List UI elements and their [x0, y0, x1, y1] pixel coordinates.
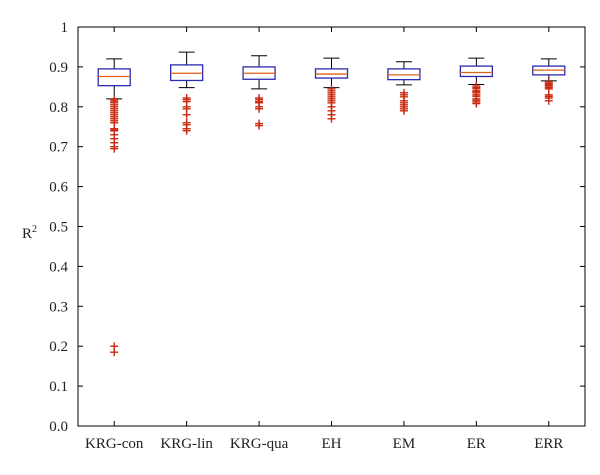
box-eh: [314, 57, 349, 123]
y-tick-label: 0.2: [49, 339, 68, 355]
y-tick-label: 0.4: [49, 259, 68, 275]
x-category-label: KRG-qua: [230, 436, 289, 452]
y-tick-label: 0.7: [49, 140, 68, 156]
box-err: [532, 58, 566, 105]
y-tick-label: 0.6: [49, 180, 68, 196]
y-tick-label: 0.0: [49, 419, 68, 435]
y-tick-label: 0.1: [49, 379, 68, 395]
box-er: [459, 57, 494, 108]
y-tick-label: 0.5: [49, 220, 68, 236]
iqr-box: [459, 65, 494, 78]
y-tick-label: 1: [61, 20, 69, 36]
y-tick-label: 0.9: [49, 60, 68, 76]
y-tick-label: 0.3: [49, 299, 68, 315]
x-category-label: ERR: [534, 436, 563, 452]
y-axis-ticks: 0.0 0.1 0.2 0.3 0.4 0.5 0.6 0.7 0.8 0.9 1: [49, 20, 585, 435]
iqr-box: [97, 68, 131, 87]
x-category-label: ER: [467, 436, 486, 452]
x-category-label: EH: [322, 436, 342, 452]
y-axis-label-superscript: 2: [32, 224, 37, 235]
box-series: [97, 51, 566, 357]
x-category-label: EM: [393, 436, 416, 452]
y-tick-label: 0.8: [49, 100, 68, 116]
box-em: [387, 61, 421, 115]
x-category-label: KRG-lin: [160, 436, 213, 452]
box-krg-lin: [169, 51, 204, 135]
y-axis-label: R2: [22, 224, 37, 242]
box-krg-qua: [242, 55, 276, 130]
box-krg-con: [97, 58, 131, 357]
x-axis-category-labels: KRG-con KRG-lin KRG-qua EH EM ER ERR: [85, 27, 563, 452]
x-category-label: KRG-con: [85, 436, 144, 452]
